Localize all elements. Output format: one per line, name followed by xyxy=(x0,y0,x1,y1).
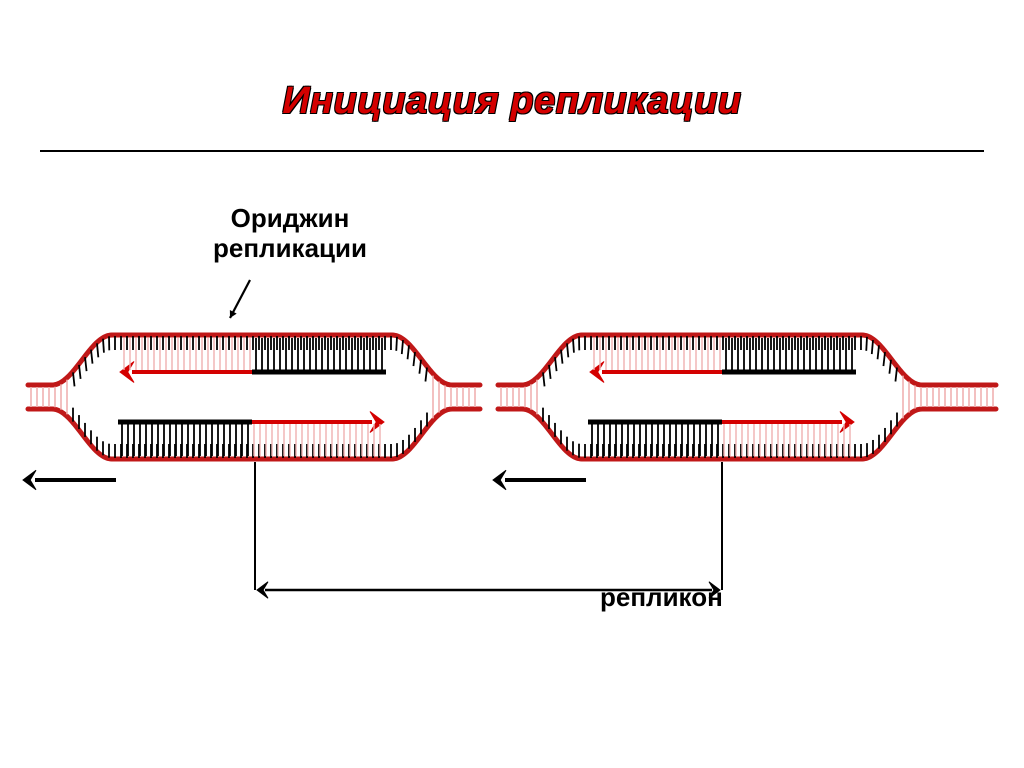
replication-diagram xyxy=(0,0,1024,768)
